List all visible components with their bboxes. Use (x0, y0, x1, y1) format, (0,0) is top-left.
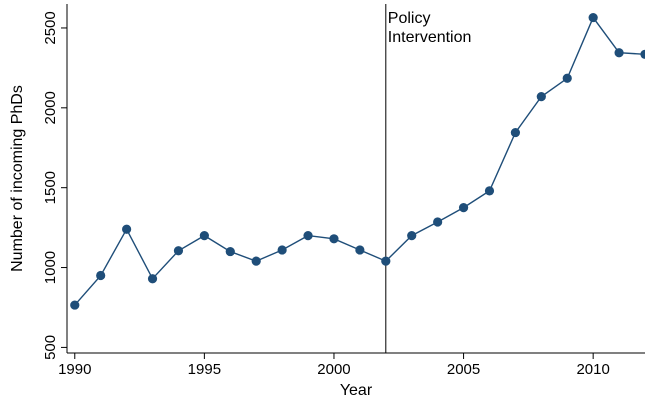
y-tick-label: 1500 (42, 171, 59, 204)
data-point (303, 231, 313, 241)
data-point (562, 73, 572, 83)
data-point (614, 48, 624, 58)
data-point (458, 203, 469, 213)
axes: 1990 1995 2000 2005 2010 500 1000 1500 2000 2500 (42, 4, 645, 378)
x-tick-label: 2010 (576, 361, 609, 378)
policy-intervention-label: Policy (388, 10, 431, 27)
data-point (433, 217, 443, 227)
data-point (277, 245, 287, 255)
data-point (199, 231, 209, 241)
data-point (510, 127, 521, 138)
y-tick-label: 2000 (42, 91, 59, 124)
policy-intervention-marker: Policy Intervention (385, 4, 472, 353)
data-point (588, 12, 598, 23)
x-tick-label: 1995 (188, 361, 221, 378)
data-point (381, 256, 391, 266)
y-axis-title: Number of incoming PhDs (9, 85, 26, 272)
y-tick-label: 1000 (42, 251, 59, 284)
data-point (329, 234, 339, 244)
data-point (484, 186, 495, 196)
y-tick-label: 500 (42, 335, 59, 360)
policy-intervention-label: Intervention (388, 29, 472, 46)
data-point (355, 245, 365, 255)
data-point (640, 49, 645, 59)
data-point (225, 246, 235, 257)
series-layer (70, 12, 645, 310)
data-point (147, 274, 158, 284)
data-point (536, 92, 546, 102)
data-point (407, 231, 417, 241)
data-point (96, 270, 106, 281)
data-point (122, 224, 132, 234)
x-tick-label: 1990 (58, 361, 91, 378)
series-line (74, 16, 645, 306)
x-tick-label: 2005 (447, 361, 480, 378)
data-point (70, 300, 80, 310)
data-point (251, 256, 261, 266)
data-point (173, 246, 184, 256)
x-axis-title: Year (340, 382, 373, 399)
x-tick-label: 2000 (317, 361, 350, 378)
y-tick-label: 2500 (42, 11, 59, 44)
